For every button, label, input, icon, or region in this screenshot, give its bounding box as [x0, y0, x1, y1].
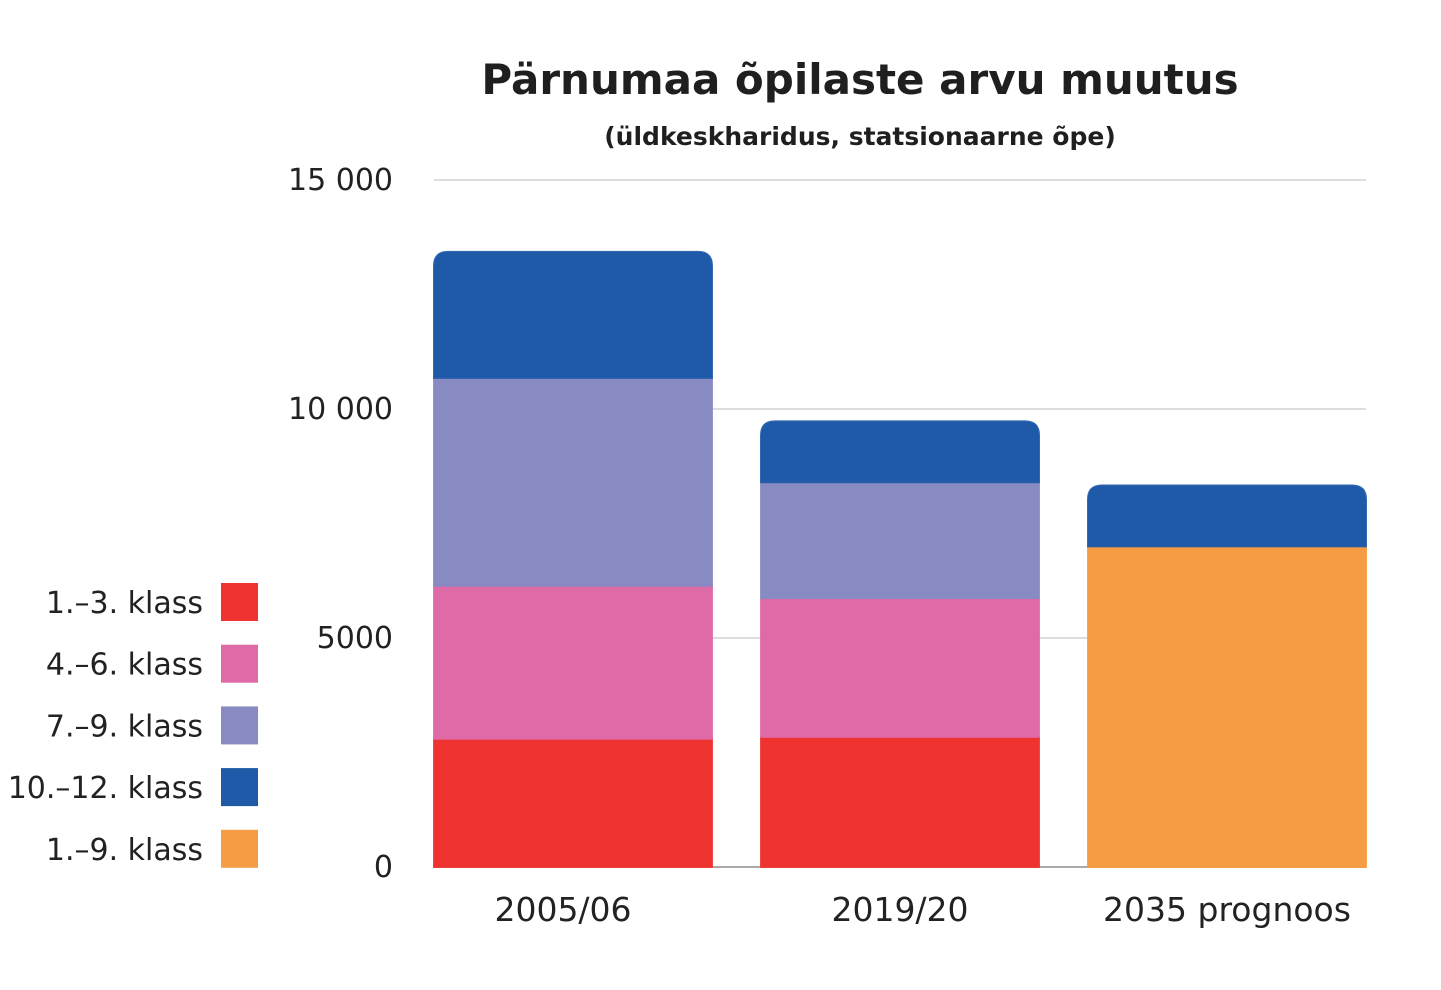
- legend-label: 7.–9. klass: [46, 709, 203, 744]
- y-tick-label: 10 000: [288, 392, 393, 427]
- legend-swatch: [221, 829, 258, 868]
- bar-segment: [433, 737, 713, 868]
- bar-segment: [433, 584, 713, 740]
- y-tick-label: 0: [374, 850, 393, 885]
- x-tick-label: 2005/06: [494, 890, 631, 929]
- chart-subtitle: (üldkeskharidus, statsionaarne õpe): [604, 122, 1116, 151]
- legend-item: 10.–12. klass: [8, 768, 258, 807]
- bar-segment: [760, 735, 1040, 868]
- legend-label: 1.–3. klass: [46, 586, 203, 621]
- legend-swatch: [221, 768, 258, 807]
- y-tick-label: 5000: [317, 621, 393, 656]
- legend-label: 4.–6. klass: [46, 648, 203, 683]
- bar-segment: [433, 376, 713, 587]
- x-tick-label: 2019/20: [831, 890, 968, 929]
- legend-swatch: [221, 644, 258, 683]
- x-tick-label: 2035 prognoos: [1103, 890, 1351, 929]
- legend-swatch: [221, 583, 258, 621]
- bar-segment: [760, 597, 1040, 738]
- legend-item: 7.–9. klass: [46, 706, 258, 745]
- bar-segment: [1087, 484, 1367, 548]
- y-tick-label: 15 000: [288, 163, 393, 198]
- legend-item: 1.–9. klass: [46, 829, 258, 868]
- bar-segment: [760, 420, 1040, 484]
- bar-segment: [433, 250, 713, 379]
- legend-item: 4.–6. klass: [46, 644, 258, 683]
- legend-label: 1.–9. klass: [46, 833, 203, 868]
- chart-title: Pärnumaa õpilaste arvu muutus: [481, 55, 1238, 104]
- legend-item: 1.–3. klass: [46, 583, 258, 621]
- legend-label: 10.–12. klass: [8, 771, 203, 806]
- bar-segment: [1087, 545, 1368, 868]
- bar-segment: [760, 481, 1040, 600]
- legend-swatch: [221, 706, 258, 745]
